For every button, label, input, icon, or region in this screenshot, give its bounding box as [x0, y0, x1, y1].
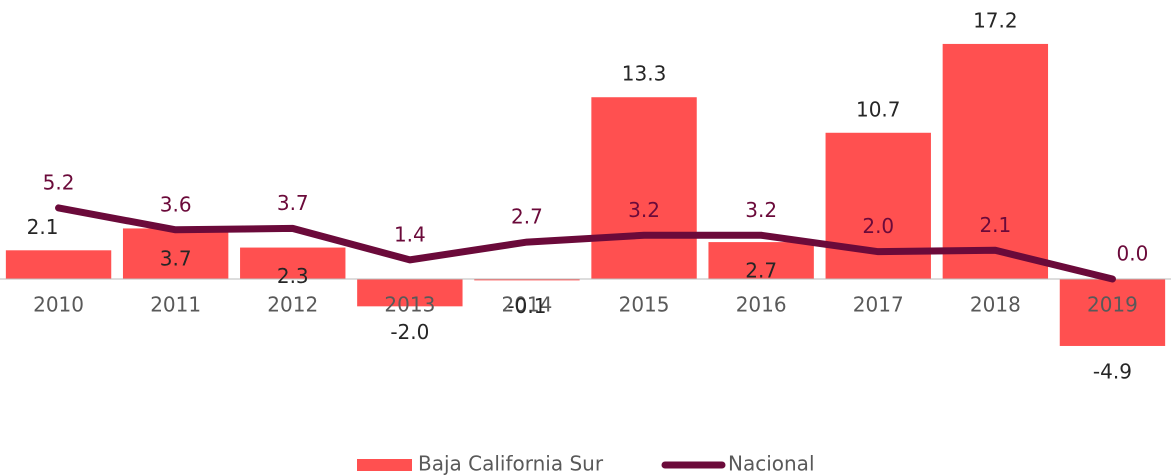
bar [240, 247, 346, 279]
legend-label: Nacional [728, 452, 815, 476]
bar [357, 279, 463, 307]
line-value-label: 3.2 [745, 198, 777, 222]
bar-value-label: 3.7 [160, 246, 192, 270]
bar-value-label: 13.3 [622, 62, 667, 86]
line-value-label: 2.7 [511, 205, 543, 229]
x-tick-label: 2016 [736, 293, 787, 317]
line [55, 204, 1116, 283]
legend-swatch [357, 459, 412, 471]
bar-value-label: 2.3 [277, 264, 309, 288]
x-tick-label: 2017 [853, 293, 904, 317]
line-value-label: 3.6 [160, 192, 192, 216]
x-tick-label: 2019 [1087, 293, 1138, 317]
x-tick-label: 2015 [619, 293, 670, 317]
bar-value-label: 2.7 [745, 259, 777, 283]
bar [591, 97, 697, 279]
line-value-label: 3.2 [628, 198, 660, 222]
bar-value-label: -2.0 [390, 320, 429, 344]
bar [942, 43, 1049, 279]
bar-value-label: 2.1 [27, 215, 59, 239]
bar [5, 250, 112, 279]
x-tick-label: 2018 [970, 293, 1021, 317]
bar [122, 228, 229, 279]
bar [825, 132, 931, 279]
line-value-label: 2.0 [862, 214, 894, 238]
bar-value-label: 17.2 [973, 8, 1018, 32]
x-tick-label: 2012 [267, 293, 318, 317]
bar-value-label: 10.7 [856, 97, 901, 121]
bar [708, 242, 814, 279]
line-value-label: 5.2 [43, 170, 75, 194]
x-tick-label: 2013 [384, 293, 435, 317]
line-value-label: 3.7 [277, 191, 309, 215]
bar-value-label: -4.9 [1093, 359, 1132, 383]
x-tick-label: 2014 [501, 293, 552, 317]
line-value-label: 0.0 [1117, 242, 1149, 266]
bar [1059, 279, 1166, 346]
bar-value-label: -0.1 [507, 294, 546, 318]
legend-label: Baja California Sur [418, 452, 604, 476]
line-value-label: 1.4 [394, 222, 426, 246]
x-tick-label: 2010 [33, 293, 84, 317]
bar [474, 279, 580, 281]
line-value-label: 2.1 [979, 213, 1011, 237]
x-tick-label: 2011 [150, 293, 201, 317]
